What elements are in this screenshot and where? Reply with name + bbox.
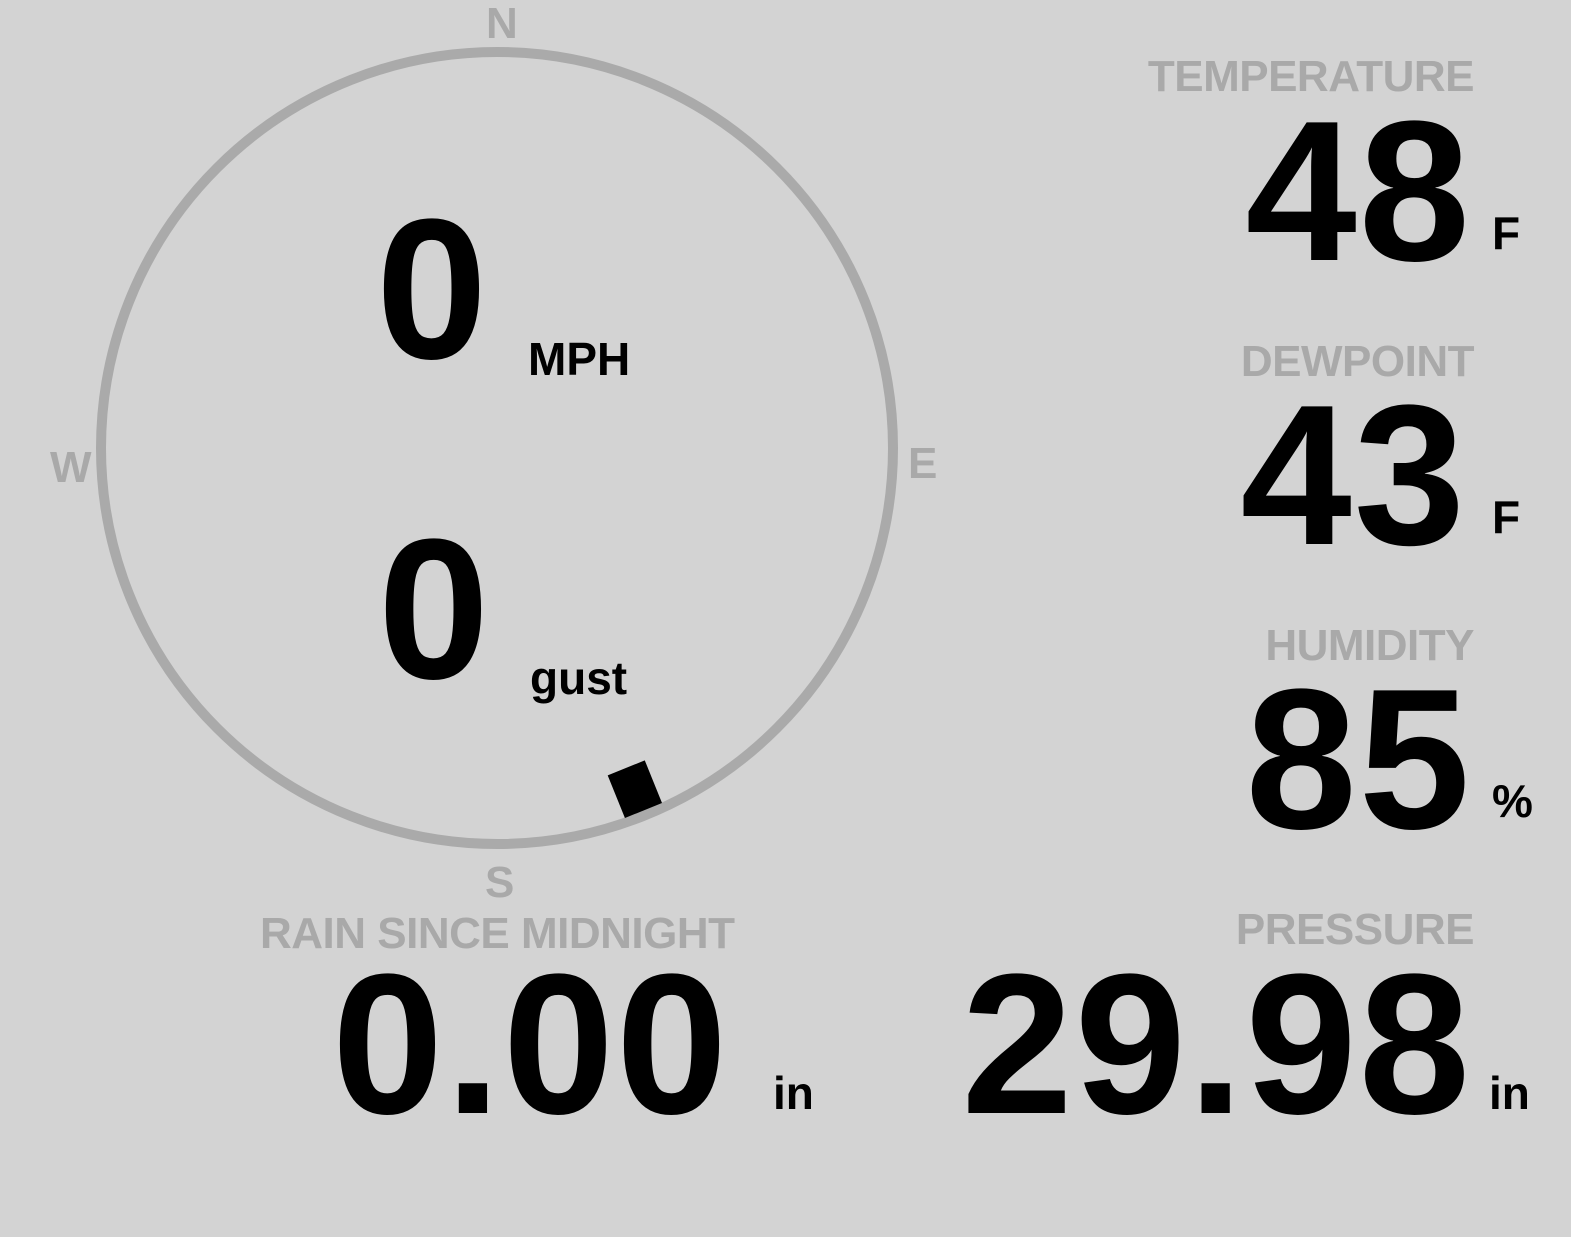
pressure-label: PRESSURE	[1235, 905, 1475, 954]
pressure-value: 29.98	[961, 933, 1472, 1156]
wind-gust-value: 0	[378, 498, 492, 721]
pressure-unit: in	[1489, 1067, 1530, 1119]
wind-direction-marker	[607, 760, 663, 819]
wind-gust-label: gust	[530, 652, 628, 704]
temperature-value: 48	[1245, 80, 1472, 303]
rain-value: 0.00	[332, 933, 730, 1156]
compass-ring	[96, 47, 898, 849]
wind-compass	[96, 47, 898, 849]
dewpoint-value: 43	[1240, 364, 1467, 587]
compass-east-label: E	[908, 439, 938, 488]
humidity-unit: %	[1492, 775, 1533, 827]
compass-north-label: N	[486, 0, 518, 48]
dewpoint-label: DEWPOINT	[1240, 337, 1475, 386]
temperature-unit: F	[1492, 207, 1521, 259]
humidity-label: HUMIDITY	[1265, 621, 1474, 670]
rain-unit: in	[773, 1067, 814, 1119]
rain-label: RAIN SINCE MIDNIGHT	[260, 909, 735, 958]
compass-south-label: S	[485, 858, 515, 907]
temperature-label: TEMPERATURE	[1147, 52, 1475, 101]
dewpoint-unit: F	[1492, 491, 1521, 543]
wind-speed-unit: MPH	[528, 333, 631, 385]
humidity-value: 85	[1245, 648, 1472, 871]
wind-speed-value: 0	[376, 178, 490, 401]
compass-west-label: W	[50, 443, 92, 492]
